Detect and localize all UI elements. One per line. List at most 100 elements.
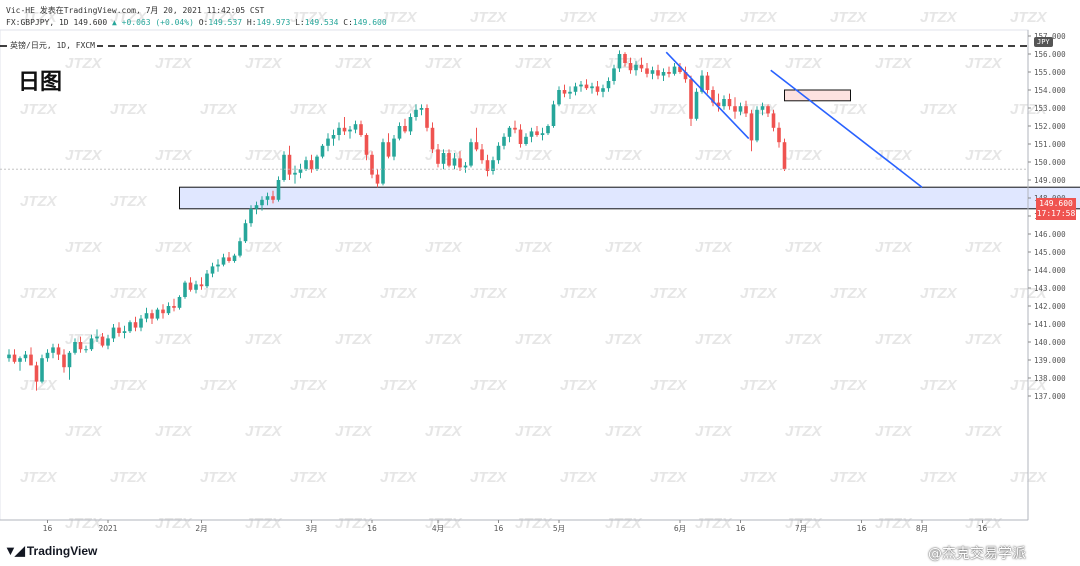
- watermark-text: JTZX: [515, 423, 553, 440]
- y-tick-label: 156.000: [1034, 50, 1066, 59]
- watermark-text: JTZX: [605, 147, 643, 164]
- candle-body: [447, 153, 451, 166]
- watermark-text: JTZX: [20, 101, 58, 118]
- candle-body: [568, 91, 572, 94]
- watermark-text: JTZX: [155, 239, 193, 256]
- watermark-text: JTZX: [200, 9, 238, 26]
- candle-body: [106, 338, 110, 346]
- candle-body: [623, 54, 627, 63]
- pair-label: 英镑/日元, 1D, FXCM: [8, 40, 97, 51]
- x-tick-label: 3月: [305, 524, 317, 533]
- author-watermark: @杰克交易学派: [928, 546, 1026, 562]
- watermark-text: JTZX: [245, 331, 283, 348]
- watermark-text: JTZX: [920, 377, 958, 394]
- watermark-text: JTZX: [65, 55, 103, 72]
- watermark-text: JTZX: [920, 101, 958, 118]
- watermark-text: JTZX: [110, 469, 148, 486]
- watermark-text: JTZX: [155, 331, 193, 348]
- watermark-text: JTZX: [380, 377, 418, 394]
- candle-body: [78, 342, 83, 350]
- candle-body: [540, 133, 545, 135]
- watermark-text: JTZX: [335, 239, 373, 256]
- y-tick-label: 154.000: [1034, 86, 1066, 95]
- watermark-text: JTZX: [380, 9, 418, 26]
- candle-body: [430, 127, 435, 150]
- trendline-layer: [0, 45, 1028, 188]
- candle-body: [210, 266, 215, 274]
- watermark-text: JTZX: [380, 101, 418, 118]
- watermark-text: JTZX: [785, 147, 823, 164]
- watermark-text: JTZX: [740, 285, 778, 302]
- watermark-text: JTZX: [650, 377, 688, 394]
- watermark-text: JTZX: [470, 9, 508, 26]
- watermark-text: JTZX: [560, 377, 598, 394]
- watermark-text: JTZX: [110, 9, 148, 26]
- x-tick-label: 2021: [98, 524, 117, 533]
- watermark-text: JTZX: [65, 423, 103, 440]
- tv-mark-icon: ▼◢: [4, 543, 25, 558]
- watermark-text: JTZX: [20, 285, 58, 302]
- watermark-text: JTZX: [470, 377, 508, 394]
- candle-body: [639, 64, 644, 69]
- x-tick-label: 16: [494, 524, 504, 533]
- watermark-text: JTZX: [290, 101, 328, 118]
- watermark-text: JTZX: [560, 469, 598, 486]
- candle-body: [326, 138, 330, 146]
- high-value: 149.973: [256, 18, 291, 27]
- watermark-text: JTZX: [425, 55, 463, 72]
- candle-body: [700, 75, 704, 92]
- axes-layer: 157.000 156.000 155.000 154.000 153.000 152.0…: [0, 30, 1066, 533]
- watermark-text: JTZX: [335, 55, 373, 72]
- watermark-text: JTZX: [245, 239, 283, 256]
- ohlc-header: FX:GBPJPY, 1D 149.600 ▲ +0.063 (+0.04%) …: [6, 18, 387, 27]
- candle-body: [100, 336, 105, 346]
- candle-body: [12, 354, 17, 362]
- candle-body: [18, 358, 22, 362]
- candle-body: [227, 257, 231, 261]
- candle-body: [755, 109, 759, 141]
- candle-body: [194, 284, 198, 290]
- candle-body: [364, 135, 369, 155]
- candle-body: [463, 165, 468, 168]
- watermark-text: JTZX: [560, 9, 598, 26]
- tradingview-logo[interactable]: ▼◢ TradingView: [4, 543, 97, 559]
- candle-body: [722, 99, 726, 107]
- candle-body: [199, 284, 204, 287]
- candle-body: [337, 127, 341, 135]
- open-label: O:: [198, 18, 209, 27]
- watermark-layer: JTZX JTZX JTZX JTZX JTZX JTZX JTZX JTZX JTZX JTZX…: [20, 9, 1048, 532]
- price-badge-price: 149.600: [1039, 199, 1073, 208]
- candle-body: [579, 84, 583, 87]
- candle-body: [617, 54, 622, 69]
- watermark-text: JTZX: [875, 147, 913, 164]
- watermark-text: JTZX: [650, 285, 688, 302]
- candle-body: [694, 91, 699, 119]
- watermark-text: JTZX: [110, 101, 148, 118]
- watermark-text: JTZX: [695, 239, 733, 256]
- watermark-text: JTZX: [965, 423, 1003, 440]
- watermark-text: JTZX: [830, 101, 868, 118]
- candle-body: [161, 309, 165, 314]
- y-tick-label: 137.000: [1034, 392, 1066, 401]
- candle-body: [678, 66, 682, 72]
- watermark-text: JTZX: [200, 377, 238, 394]
- candle-body: [771, 113, 776, 128]
- watermark-text: JTZX: [335, 331, 373, 348]
- candle-body: [139, 318, 143, 328]
- watermark-text: JTZX: [785, 55, 823, 72]
- candle-body: [56, 347, 61, 355]
- watermark-text: JTZX: [425, 515, 463, 532]
- candle-body: [221, 257, 226, 265]
- watermark-text: JTZX: [515, 239, 553, 256]
- watermark-text: JTZX: [650, 101, 688, 118]
- candle-body: [782, 142, 787, 170]
- candle-body: [353, 124, 358, 130]
- watermark-text: JTZX: [1010, 377, 1048, 394]
- candle-body: [84, 349, 88, 351]
- candle-body: [238, 241, 242, 256]
- candle-body: [320, 145, 325, 157]
- watermark-text: JTZX: [20, 377, 58, 394]
- y-tick-label: 151.000: [1034, 140, 1066, 149]
- close-label: C:: [343, 18, 353, 27]
